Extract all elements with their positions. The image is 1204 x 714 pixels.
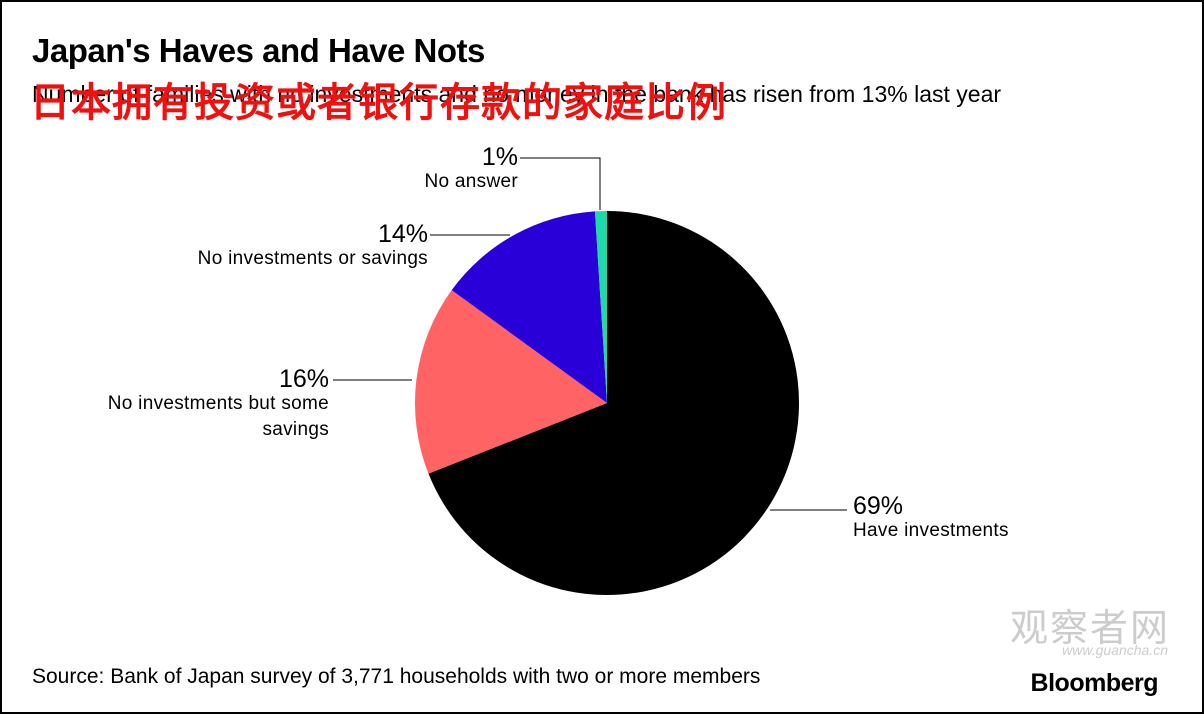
category-label: No investments or savings — [197, 248, 428, 269]
category-label: No answer — [424, 171, 518, 192]
value-label: 69% — [853, 492, 904, 520]
category-label: No investments but some savings — [107, 393, 329, 440]
pie-slice — [428, 211, 800, 595]
value-label: 1% — [481, 143, 518, 171]
chart-subtitle: Number of families with no investments a… — [32, 81, 1002, 107]
watermark-url: www.guancha.cn — [1062, 642, 1168, 658]
chart-title: Japan's Haves and Have Nots — [32, 32, 485, 69]
pie-slice — [451, 211, 607, 403]
pie-slice — [415, 290, 607, 474]
value-label: 14% — [377, 220, 428, 248]
overlay-caption: 日本拥有投资或者银行存款的家庭比例 — [30, 81, 727, 125]
value-label: 16% — [278, 365, 329, 393]
source-note: Source: Bank of Japan survey of 3,771 ho… — [32, 665, 761, 688]
category-label: Have investments — [853, 520, 1009, 541]
watermark: 观察者网 — [1009, 608, 1170, 650]
pie-slice — [594, 211, 607, 403]
leader-line — [520, 157, 601, 210]
logo: Bloomberg — [1030, 669, 1159, 697]
